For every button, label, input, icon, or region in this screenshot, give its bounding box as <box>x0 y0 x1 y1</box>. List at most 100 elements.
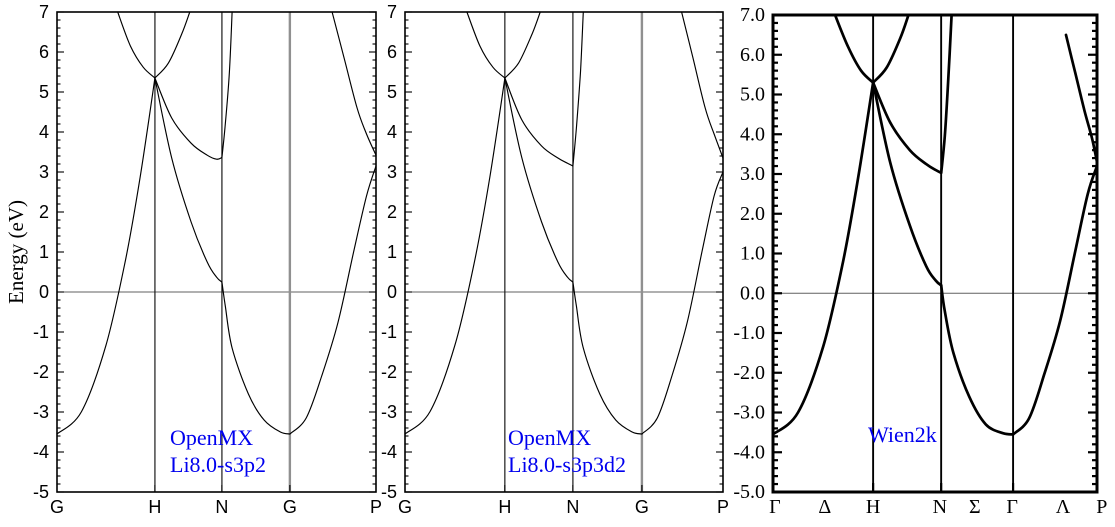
band-path <box>154 11 191 79</box>
x-tick-label: P <box>370 497 382 517</box>
x-tick-label: N <box>933 496 947 518</box>
x-tick-label: H <box>866 496 880 518</box>
annotation-line: Li8.0-s3p3d2 <box>508 452 626 477</box>
x-tick-label: G <box>398 497 412 517</box>
annotation-openmx-s3p3d2: OpenMX Li8.0-s3p3d2 <box>508 424 626 478</box>
x-tick-label: H <box>498 497 511 517</box>
y-tick-label: 5.0 <box>740 84 765 106</box>
y-tick-label: 4 <box>387 122 397 142</box>
y-axis-title: Energy (eV) <box>4 200 28 304</box>
band-path <box>221 11 233 159</box>
y-tick-label: 7.0 <box>740 4 765 26</box>
band-path <box>572 281 643 435</box>
band-path <box>771 81 875 436</box>
y-tick-label: 2 <box>387 202 397 222</box>
y-tick-label: 5 <box>387 82 397 102</box>
x-tick-label: G <box>283 497 297 517</box>
y-tick-label: 7 <box>39 2 49 22</box>
y-tick-label: 2.0 <box>740 203 765 225</box>
band-path <box>154 77 223 160</box>
y-tick-label: 1 <box>387 242 397 262</box>
band-path <box>833 13 875 84</box>
y-tick-label: -3 <box>381 402 397 422</box>
annotation-wien2k: Wien2k <box>868 421 937 448</box>
y-tick-label: 6 <box>387 42 397 62</box>
y-tick-label: 4.0 <box>740 123 765 145</box>
y-tick-label: -1.0 <box>733 322 765 344</box>
y-tick-label: -3 <box>33 402 49 422</box>
y-tick-label: -5 <box>33 482 49 502</box>
plot-frame <box>771 13 1099 494</box>
x-tick-label: H <box>148 497 161 517</box>
y-tick-label: 0 <box>387 282 397 302</box>
y-tick-label: 2 <box>39 202 49 222</box>
annotation-line: Li8.0-s3p2 <box>170 452 266 477</box>
band-path <box>504 77 574 167</box>
x-tick-label: Δ <box>818 496 831 518</box>
y-tick-label: -4 <box>33 442 49 462</box>
y-tick-label: 4 <box>39 122 49 142</box>
band-path <box>871 81 943 287</box>
y-tick-label: -3.0 <box>733 402 765 424</box>
band-path <box>289 165 377 435</box>
plot-frame <box>404 11 724 493</box>
band-path <box>681 11 724 159</box>
band-path <box>331 11 377 156</box>
panel-wien2k: 7.0 6.0 5.0 4.0 3.0 2.0 1.0 0.0 -1.0 -2.0 -3.0 -4.0… <box>733 4 1107 518</box>
band-path <box>1011 164 1099 436</box>
y-tick-label: 6.0 <box>740 44 765 66</box>
annotation-line: Wien2k <box>868 422 937 447</box>
y-tick-label: 5 <box>39 82 49 102</box>
x-tick-label: P <box>717 497 729 517</box>
annotation-line: OpenMX <box>170 425 254 450</box>
band-path <box>404 77 506 435</box>
y-tick-label: 0 <box>39 282 49 302</box>
x-tick-label: N <box>215 497 228 517</box>
x-tick-label: G <box>50 497 64 517</box>
x-tick-label: N <box>566 497 579 517</box>
annotation-line: OpenMX <box>508 425 592 450</box>
band-path <box>871 13 910 84</box>
y-tick-label: -2 <box>381 362 397 382</box>
y-tick-label: 3.0 <box>740 163 765 185</box>
x-tick-label: Γ <box>1006 496 1018 518</box>
x-tick-label: Λ <box>1056 496 1071 518</box>
band-path <box>939 13 953 175</box>
x-tick-label: Γ <box>769 496 781 518</box>
x-tick-label: G <box>635 497 649 517</box>
y-tick-label: -2 <box>33 362 49 382</box>
band-path <box>641 171 724 435</box>
band-path <box>154 77 223 283</box>
band-path <box>504 77 574 283</box>
y-tick-label: -4 <box>381 442 397 462</box>
y-tick-label: -1 <box>33 322 49 342</box>
y-tick-label: -1 <box>381 322 397 342</box>
y-tick-label: 6 <box>39 42 49 62</box>
y-tick-label: -4.0 <box>733 441 765 463</box>
band-path <box>504 11 541 79</box>
band-path <box>56 77 156 435</box>
band-path <box>572 11 584 167</box>
y-tick-label: -2.0 <box>733 362 765 384</box>
y-tick-label: 1.0 <box>740 243 765 265</box>
x-tick-label: Σ <box>969 496 981 518</box>
annotation-openmx-s3p2: OpenMX Li8.0-s3p2 <box>170 424 266 478</box>
plot-frame <box>56 11 377 493</box>
band-path <box>939 283 1015 436</box>
y-tick-label: 1 <box>39 242 49 262</box>
band-path <box>1064 33 1099 164</box>
x-tick-label: P <box>1096 496 1107 518</box>
y-tick-label: 7 <box>387 2 397 22</box>
band-path <box>871 81 943 175</box>
y-tick-label: -5.0 <box>733 481 765 503</box>
band-path <box>117 11 156 79</box>
y-tick-label: -5 <box>381 482 397 502</box>
band-path <box>466 11 506 79</box>
y-tick-label: 3 <box>39 162 49 182</box>
y-tick-label: 0.0 <box>740 282 765 304</box>
y-tick-label: 3 <box>387 162 397 182</box>
